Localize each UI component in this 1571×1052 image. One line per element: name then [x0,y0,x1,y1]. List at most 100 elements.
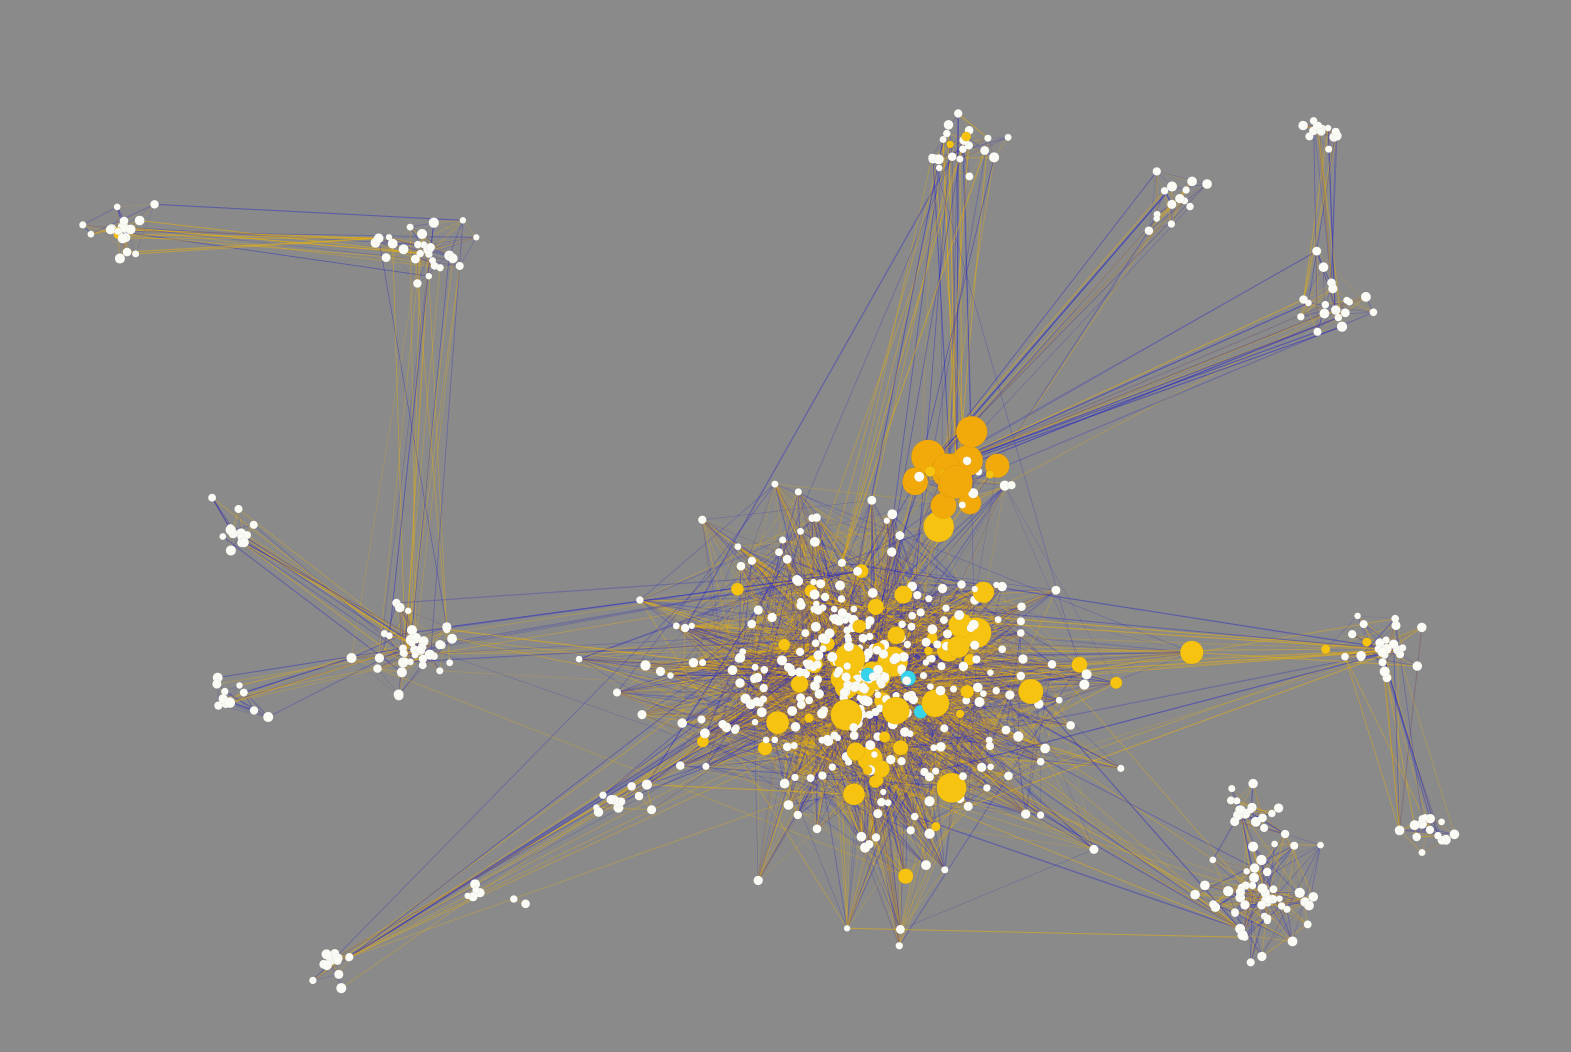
graph-node[interactable] [821,593,829,601]
graph-node[interactable] [240,689,248,697]
graph-node[interactable] [811,622,821,632]
graph-node[interactable] [1017,672,1026,681]
graph-node[interactable] [120,217,129,226]
graph-node[interactable] [959,502,966,509]
graph-node[interactable] [898,621,906,629]
graph-node[interactable] [1295,888,1305,898]
graph-node[interactable] [1209,900,1217,908]
graph-node[interactable] [1378,647,1388,657]
graph-node[interactable] [123,248,132,257]
graph-node[interactable] [907,730,914,737]
graph-node[interactable] [796,601,805,610]
graph-node[interactable] [850,731,859,740]
graph-node[interactable] [843,783,865,805]
graph-node[interactable] [1233,797,1240,804]
graph-node[interactable] [1200,881,1210,891]
graph-node[interactable] [902,676,911,685]
graph-node[interactable] [835,581,845,591]
graph-node[interactable] [1005,134,1012,141]
graph-node[interactable] [752,719,759,726]
graph-node[interactable] [1343,297,1350,304]
graph-node[interactable] [1370,308,1378,316]
graph-node[interactable] [698,516,706,524]
graph-node[interactable] [426,273,433,280]
graph-node[interactable] [1243,868,1250,875]
graph-node[interactable] [1450,829,1460,839]
graph-node[interactable] [606,795,615,804]
graph-node[interactable] [1310,117,1318,125]
graph-node[interactable] [956,156,963,163]
graph-node[interactable] [1299,295,1308,304]
graph-node[interactable] [1168,220,1175,227]
graph-node[interactable] [1322,301,1330,309]
graph-node[interactable] [891,653,901,663]
graph-node[interactable] [924,647,933,656]
graph-node[interactable] [881,672,890,681]
graph-node[interactable] [887,547,896,556]
graph-node[interactable] [150,200,159,209]
graph-node[interactable] [868,599,884,615]
graph-node[interactable] [1180,641,1203,664]
graph-node[interactable] [783,742,792,751]
graph-node[interactable] [681,624,690,633]
graph-node[interactable] [1319,262,1329,272]
graph-node[interactable] [594,807,604,817]
graph-node[interactable] [416,250,424,258]
graph-node[interactable] [1395,826,1405,836]
graph-node[interactable] [873,809,882,818]
graph-node[interactable] [816,579,825,588]
graph-node[interactable] [917,608,925,616]
graph-node[interactable] [346,653,356,663]
graph-node[interactable] [925,595,932,602]
graph-node[interactable] [1328,284,1337,293]
graph-node[interactable] [208,494,216,502]
graph-node[interactable] [995,616,1002,623]
graph-node[interactable] [1249,882,1257,890]
graph-node[interactable] [810,589,820,599]
graph-node[interactable] [699,659,706,666]
graph-node[interactable] [1110,677,1122,689]
graph-node[interactable] [874,691,881,698]
graph-node[interactable] [114,204,121,211]
graph-node[interactable] [941,866,948,873]
graph-node[interactable] [394,689,404,699]
graph-node[interactable] [1117,765,1124,772]
graph-node[interactable] [944,120,954,130]
graph-node[interactable] [865,740,875,750]
graph-node[interactable] [1422,814,1429,821]
graph-node[interactable] [911,813,919,821]
graph-node[interactable] [867,496,876,505]
graph-node[interactable] [416,645,424,653]
graph-node[interactable] [321,949,331,959]
graph-node[interactable] [436,264,443,271]
graph-node[interactable] [956,416,987,447]
graph-node[interactable] [923,659,930,666]
graph-node[interactable] [818,771,826,779]
graph-node[interactable] [1186,203,1194,211]
graph-node[interactable] [1321,645,1330,654]
graph-node[interactable] [395,603,405,613]
graph-node[interactable] [1317,128,1324,135]
graph-node[interactable] [987,764,994,771]
graph-node[interactable] [1236,887,1245,896]
graph-node[interactable] [1304,920,1312,928]
graph-node[interactable] [731,726,739,734]
graph-node[interactable] [1187,177,1197,187]
graph-node[interactable] [921,860,931,870]
graph-node[interactable] [932,768,939,775]
graph-node[interactable] [866,711,874,719]
graph-node[interactable] [1399,644,1406,651]
graph-node[interactable] [977,763,986,772]
graph-node[interactable] [783,555,792,564]
graph-node[interactable] [922,689,950,717]
graph-node[interactable] [797,528,804,535]
graph-node[interactable] [322,960,332,970]
graph-node[interactable] [930,744,937,751]
graph-node[interactable] [1004,772,1013,781]
graph-node[interactable] [106,225,115,234]
graph-node[interactable] [898,869,913,884]
graph-node[interactable] [887,509,897,519]
graph-node[interactable] [1051,586,1060,595]
graph-node[interactable] [894,586,912,604]
graph-node[interactable] [791,675,808,692]
